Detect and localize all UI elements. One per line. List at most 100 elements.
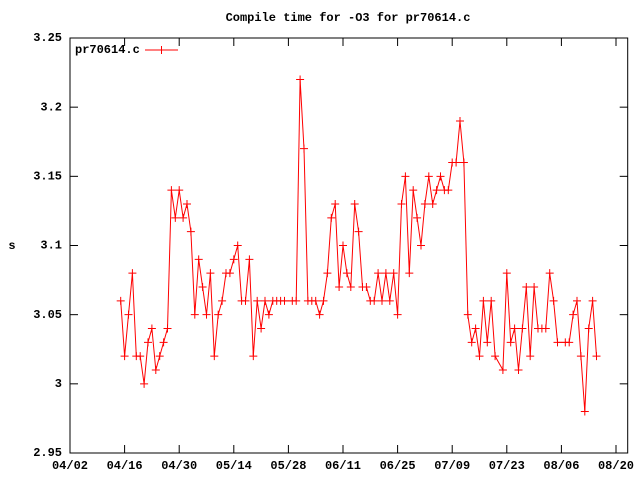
x-tick-label: 06/25: [380, 459, 416, 473]
point: [339, 241, 347, 250]
point: [401, 172, 410, 181]
point: [541, 324, 550, 333]
point: [175, 186, 184, 195]
point: [120, 352, 129, 361]
point: [300, 144, 308, 153]
point: [522, 283, 531, 291]
point: [210, 352, 219, 361]
point: [116, 296, 125, 305]
point: [584, 324, 593, 333]
point: [233, 241, 242, 250]
point: [565, 338, 574, 347]
point: [389, 269, 398, 278]
point: [198, 283, 207, 291]
point: [393, 310, 402, 319]
point: [530, 283, 539, 291]
point: [580, 407, 589, 416]
point: [280, 296, 289, 305]
point: [514, 366, 523, 374]
point: [163, 324, 172, 333]
x-tick-label: 04/30: [161, 459, 197, 473]
point: [186, 227, 195, 236]
point: [381, 269, 390, 278]
point: [354, 227, 363, 236]
point: [424, 172, 433, 181]
point: [136, 352, 145, 361]
point: [327, 213, 336, 222]
y-axis-label: s: [8, 239, 15, 253]
point: [155, 352, 164, 361]
point: [526, 352, 535, 361]
point: [483, 338, 492, 347]
point: [413, 213, 422, 222]
point: [452, 158, 461, 167]
point: [549, 296, 558, 305]
x-tick-label: 07/09: [434, 459, 470, 473]
point: [432, 186, 441, 195]
point: [592, 352, 601, 361]
point: [510, 324, 519, 333]
point: [545, 269, 554, 278]
x-tick-label: 06/11: [325, 459, 361, 473]
point: [151, 366, 160, 374]
point: [553, 338, 562, 347]
x-tick-label: 08/06: [543, 459, 579, 473]
point: [159, 338, 168, 347]
series-line: [120, 79, 597, 412]
point: [218, 296, 227, 305]
point: [385, 296, 394, 305]
x-tick-label: 04/02: [52, 459, 88, 473]
point: [124, 310, 133, 319]
point: [397, 200, 406, 208]
point: [229, 255, 238, 264]
point: [331, 200, 340, 208]
point: [471, 324, 480, 333]
point: [444, 186, 453, 195]
point: [225, 269, 234, 278]
point: [350, 200, 359, 208]
y-tick-label: 3.15: [33, 170, 62, 184]
y-tick-label: 3.2: [40, 100, 62, 114]
chart-title: Compile time for -O3 for pr70614.c: [226, 11, 471, 25]
point: [206, 269, 215, 278]
legend-marker: [157, 46, 166, 54]
point: [253, 296, 262, 305]
point: [436, 172, 445, 181]
point: [342, 269, 351, 278]
point: [346, 283, 355, 291]
point: [502, 269, 511, 278]
point: [241, 296, 250, 305]
point: [405, 269, 414, 278]
point: [362, 283, 371, 291]
point: [335, 283, 344, 291]
point: [194, 255, 203, 264]
point: [569, 310, 578, 319]
point: [249, 352, 258, 361]
y-tick-label: 3.25: [33, 31, 62, 45]
point: [214, 310, 223, 319]
point: [576, 352, 585, 361]
point: [179, 213, 188, 222]
point: [370, 296, 379, 305]
point: [144, 338, 152, 347]
legend-label: pr70614.c: [75, 43, 140, 57]
point: [588, 296, 597, 305]
point: [420, 200, 429, 208]
point: [190, 310, 199, 319]
point: [171, 213, 180, 222]
y-tick-label: 3.05: [33, 308, 62, 322]
point: [183, 200, 191, 208]
point: [506, 338, 515, 347]
point: [475, 352, 484, 361]
point: [479, 296, 488, 305]
point: [323, 269, 332, 278]
point: [245, 255, 254, 264]
x-tick-label: 05/14: [216, 459, 252, 473]
point: [140, 379, 149, 388]
point: [311, 296, 320, 305]
plot-frame: [69, 37, 629, 454]
point: [573, 296, 581, 305]
point: [264, 310, 273, 319]
